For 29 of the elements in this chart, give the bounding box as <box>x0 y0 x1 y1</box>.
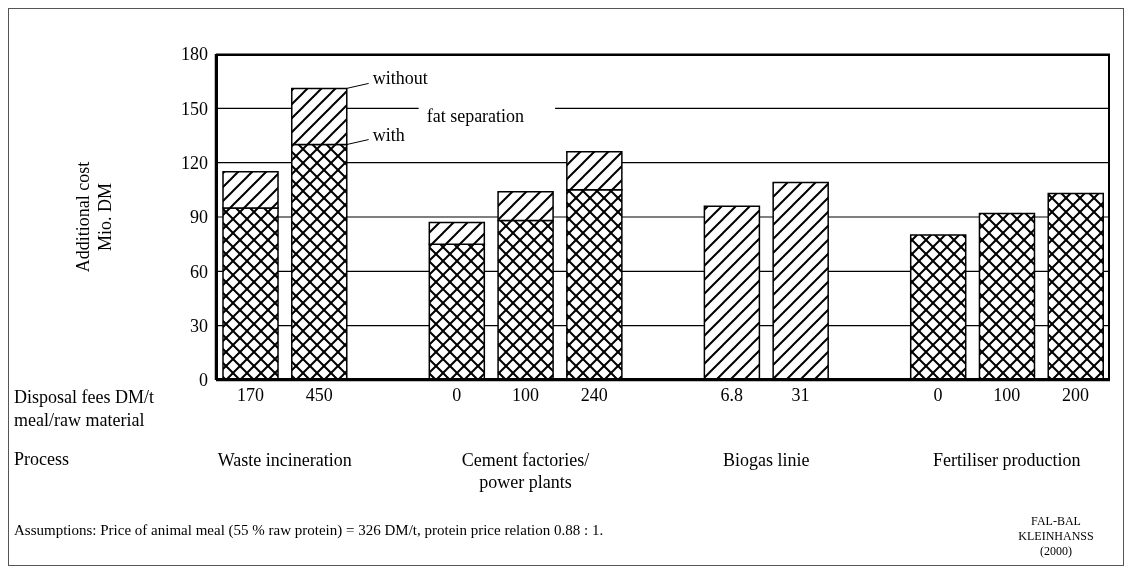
y-tick-label: 0 <box>199 370 208 391</box>
text: Fertiliser production <box>932 449 1082 471</box>
y-tick-label: 180 <box>181 44 208 65</box>
x-tick-label: 6.8 <box>720 384 744 405</box>
x-tick-label: 0 <box>933 384 943 405</box>
x-tick-label: 100 <box>993 384 1021 405</box>
x-tick-label: 240 <box>580 384 608 405</box>
x-tick-label: 200 <box>1062 384 1090 405</box>
text: Assumptions: Price of animal meal (55 % raw protein) = 326 DM/t, protein price relation 0.88 : 1. <box>14 522 604 539</box>
x-tick-label: 100 <box>511 384 539 405</box>
y-tick-label: 30 <box>190 316 208 337</box>
y-tick-label: 120 <box>181 153 208 174</box>
series-label: with <box>372 124 405 145</box>
text: Waste incineration <box>216 449 353 471</box>
text: FAL-BAL KLEINHANSS (2000) <box>1017 514 1095 559</box>
y-tick-label: 150 <box>181 98 208 119</box>
x-tick-label: 31 <box>791 384 810 405</box>
x-tick-label: 0 <box>452 384 462 405</box>
y-tick-label: 60 <box>190 261 208 282</box>
x-tick-label: 450 <box>305 384 333 405</box>
y-axis-title: Additional cost Mio. DM <box>73 161 115 273</box>
text: Process <box>14 449 69 470</box>
y-tick-label: 90 <box>190 207 208 228</box>
text: Cement factories/ power plants <box>460 449 591 493</box>
series-label: without <box>372 68 428 89</box>
x-tick-label: 170 <box>236 384 264 405</box>
text: Biogas linie <box>721 449 811 471</box>
annotation: fat separation <box>426 106 525 127</box>
x-axis-title: Disposal fees DM/t meal/raw material <box>14 386 154 432</box>
